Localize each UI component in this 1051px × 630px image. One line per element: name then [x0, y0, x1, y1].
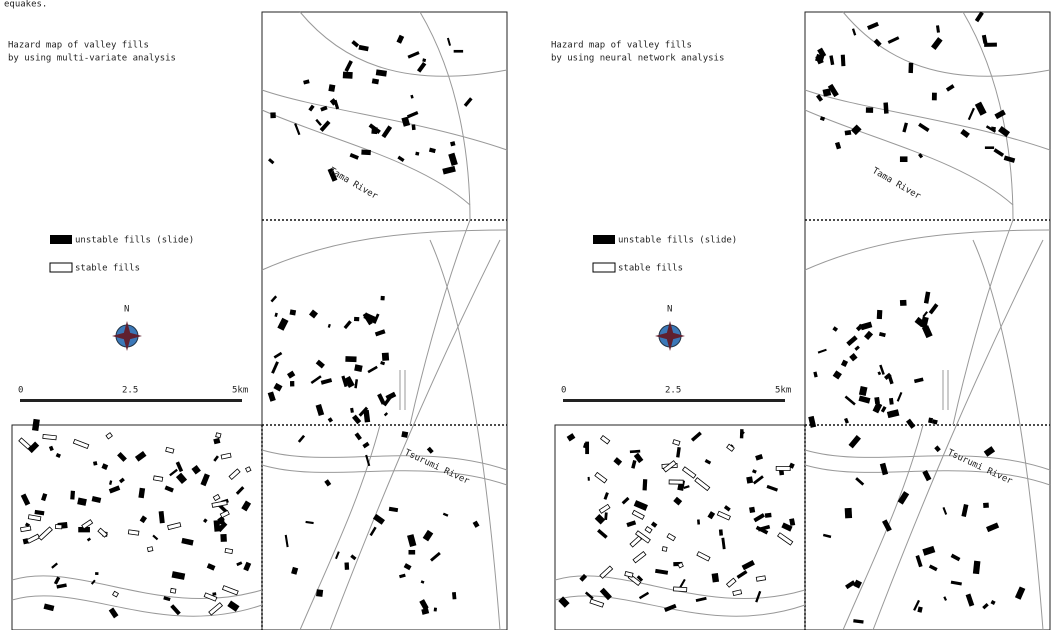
- scale-label: 5km: [775, 386, 791, 396]
- legend-label: unstable fills (slide): [618, 236, 737, 246]
- stable-fill: [225, 548, 233, 553]
- legend-label: unstable fills (slide): [75, 236, 194, 246]
- unstable-fill: [900, 300, 907, 306]
- scale-label: 0: [561, 386, 566, 396]
- unstable-fill: [328, 84, 335, 92]
- unstable-fill: [877, 310, 883, 319]
- legend-swatch: [593, 263, 615, 272]
- unstable-fill: [412, 124, 416, 130]
- unstable-fill: [697, 519, 700, 524]
- map-title: by using multi-variate analysis: [8, 54, 176, 64]
- unstable-fill: [712, 573, 720, 582]
- scale-label: 2.5: [122, 386, 138, 396]
- unstable-fill: [454, 50, 463, 53]
- stable-fill: [170, 588, 175, 593]
- north-label: N: [667, 305, 672, 315]
- stable-fill: [776, 466, 790, 470]
- unstable-fill: [345, 356, 356, 362]
- scale-label: 5km: [232, 386, 248, 396]
- scale-label: 2.5: [665, 386, 681, 396]
- unstable-fill: [354, 317, 359, 321]
- unstable-fill: [344, 562, 349, 569]
- unstable-fill: [889, 398, 894, 405]
- unstable-fill: [93, 461, 97, 466]
- unstable-fill: [985, 146, 994, 149]
- unstable-fill: [984, 43, 997, 47]
- unstable-fill: [866, 107, 873, 113]
- map-figure: equakes. Tama RiverTsurumi RiverHazard m…: [0, 0, 1051, 630]
- unstable-fill: [740, 429, 744, 438]
- unstable-fill: [212, 592, 216, 595]
- unstable-fill: [381, 296, 385, 301]
- unstable-fill: [290, 309, 297, 315]
- unstable-fill: [841, 55, 846, 67]
- unstable-fill: [585, 442, 589, 454]
- unstable-fill: [932, 93, 937, 101]
- scale-bar: [20, 399, 242, 402]
- unstable-fill: [290, 381, 294, 387]
- unstable-fill: [719, 529, 723, 535]
- unstable-fill: [588, 477, 590, 481]
- unstable-fill: [452, 592, 456, 599]
- unstable-fill: [382, 353, 389, 361]
- stable-fill: [662, 547, 667, 552]
- stable-fill: [55, 525, 61, 529]
- unstable-fill: [434, 608, 437, 612]
- background: [0, 0, 1051, 630]
- unstable-fill: [220, 534, 227, 542]
- unstable-fill: [270, 112, 276, 118]
- unstable-fill: [845, 130, 852, 135]
- unstable-fill: [401, 431, 408, 438]
- legend-label: stable fills: [618, 264, 683, 274]
- stable-fill: [673, 587, 686, 592]
- map-title: Hazard map of valley fills: [8, 41, 149, 51]
- unstable-fill: [845, 508, 852, 519]
- legend-swatch: [50, 263, 72, 272]
- unstable-fill: [749, 507, 755, 513]
- unstable-fill: [983, 503, 989, 508]
- unstable-fill: [343, 72, 353, 79]
- stable-fill: [147, 547, 153, 552]
- legend-swatch: [50, 235, 72, 244]
- unstable-fill: [316, 589, 323, 597]
- scale-label: 0: [18, 386, 23, 396]
- north-label: N: [124, 305, 129, 315]
- unstable-fill: [95, 572, 98, 575]
- unstable-fill: [409, 550, 416, 555]
- unstable-fill: [900, 156, 908, 162]
- legend-label: stable fills: [75, 264, 140, 274]
- unstable-fill: [746, 476, 753, 483]
- unstable-fill: [371, 127, 377, 134]
- unstable-fill: [883, 102, 888, 113]
- map-title: by using neural network analysis: [551, 54, 724, 64]
- unstable-fill: [643, 479, 648, 490]
- stable-fill: [216, 433, 221, 438]
- scale-bar: [563, 399, 785, 402]
- unstable-fill: [415, 152, 419, 156]
- legend-swatch: [593, 235, 615, 244]
- unstable-fill: [70, 491, 75, 500]
- unstable-fill: [361, 149, 371, 155]
- stable-fill: [669, 480, 683, 484]
- map-title: Hazard map of valley fills: [551, 41, 692, 51]
- unstable-fill: [765, 513, 772, 518]
- cut-text: equakes.: [4, 0, 47, 10]
- stable-fill: [128, 530, 139, 535]
- unstable-fill: [908, 63, 913, 73]
- stable-fill: [43, 434, 57, 439]
